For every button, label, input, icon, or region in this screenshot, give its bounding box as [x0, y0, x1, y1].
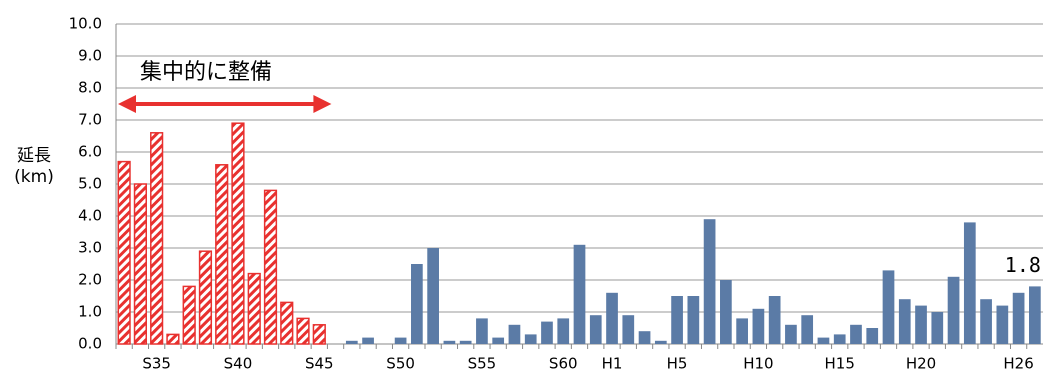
bar: [166, 333, 180, 345]
bar: [263, 189, 278, 345]
arrow-head: [118, 95, 136, 113]
bar: [817, 337, 830, 344]
x-tick-label: H26: [1003, 355, 1033, 373]
bar: [312, 324, 326, 345]
x-tick-label: H1: [602, 355, 623, 373]
y-tick-label: 10.0: [69, 15, 102, 33]
bar: [247, 272, 261, 345]
bar: [345, 340, 358, 344]
x-tick-label: H10: [743, 355, 773, 373]
value-label: 1.8: [1005, 253, 1041, 277]
y-tick-label: 4.0: [78, 207, 102, 225]
bar: [931, 312, 944, 344]
x-tick-label: H20: [906, 355, 936, 373]
y-tick-label: 3.0: [78, 239, 102, 257]
bar: [411, 264, 423, 344]
bar: [296, 317, 310, 345]
y-tick-label: 1.0: [78, 303, 102, 321]
bar: [638, 331, 651, 344]
bar: [443, 340, 456, 344]
bar: [768, 296, 781, 344]
bar: [557, 318, 570, 344]
y-tick-label: 5.0: [78, 175, 102, 193]
arrow-head: [313, 95, 332, 113]
bar: [362, 337, 374, 344]
bar: [671, 296, 683, 344]
bar: [524, 334, 537, 344]
bar: [785, 324, 797, 344]
x-tick-label: H5: [667, 355, 688, 373]
bar: [654, 340, 667, 344]
bar: [963, 222, 976, 344]
bar: [833, 334, 846, 344]
y-tick-label: 9.0: [78, 47, 102, 65]
bar: [589, 315, 602, 344]
bar: [1029, 286, 1041, 344]
x-tick-label: S55: [468, 355, 497, 373]
bar: [508, 324, 521, 344]
bar: [198, 250, 213, 345]
bar: [687, 296, 700, 344]
bar: [996, 305, 1009, 344]
x-tick-label: S60: [549, 355, 578, 373]
bar: [215, 164, 229, 345]
bar: [736, 318, 748, 344]
x-tick-label: S40: [224, 355, 253, 373]
bar: [1012, 292, 1025, 344]
bar: [573, 244, 586, 344]
bar: [866, 328, 879, 344]
bar: [182, 285, 196, 345]
bar: [150, 132, 164, 345]
bar: [117, 160, 131, 345]
bar: [133, 183, 147, 345]
bar: [898, 299, 911, 344]
bar: [231, 122, 245, 345]
y-tick-label: 2.0: [78, 271, 102, 289]
bar: [703, 219, 716, 344]
bar: [947, 276, 960, 344]
bar: [606, 292, 618, 344]
bar: [394, 337, 407, 344]
bar: [980, 299, 992, 344]
y-tick-label: 7.0: [78, 111, 102, 129]
y-tick-label: 8.0: [78, 79, 102, 97]
bar: [720, 280, 732, 344]
x-tick-label: H15: [825, 355, 855, 373]
bar: [280, 301, 294, 345]
y-tick-label: 0.0: [78, 335, 102, 353]
bar: [427, 248, 439, 344]
annotation: 集中的に整備: [140, 60, 272, 85]
y-axis-label: 延長: [17, 146, 51, 166]
bar: [915, 305, 927, 344]
bar: [459, 340, 472, 344]
y-axis-label: (km): [14, 167, 54, 187]
x-tick-label: S50: [386, 355, 415, 373]
bar: [541, 321, 553, 344]
bar: [622, 315, 635, 344]
y-tick-label: 6.0: [78, 143, 102, 161]
bar: [492, 337, 505, 344]
x-tick-label: S35: [142, 355, 171, 373]
x-tick-label: S45: [305, 355, 334, 373]
bar: [476, 318, 488, 344]
bar: [850, 324, 862, 344]
bar: [752, 308, 765, 344]
bar: [882, 270, 895, 344]
bar: [801, 315, 814, 344]
